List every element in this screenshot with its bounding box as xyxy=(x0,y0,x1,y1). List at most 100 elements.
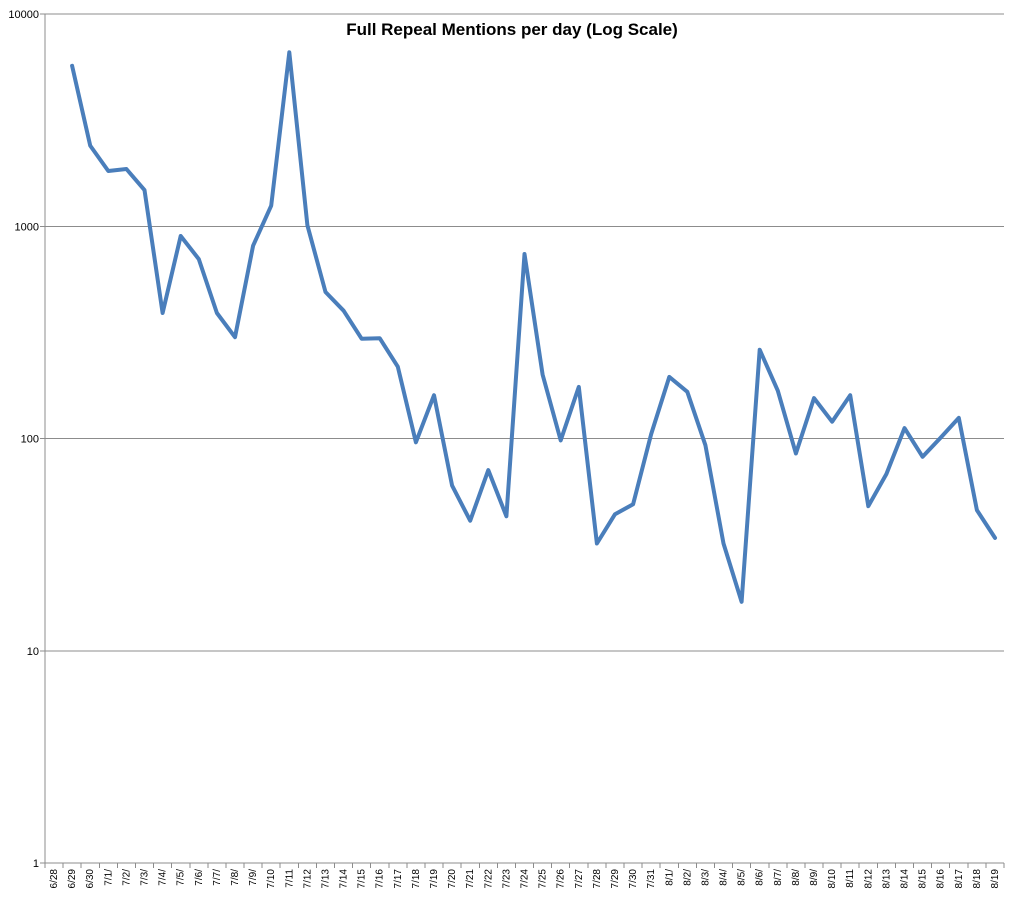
data-point xyxy=(143,188,146,192)
x-tick-label: 6/28 xyxy=(49,869,60,889)
data-point xyxy=(975,508,979,512)
data-point xyxy=(179,234,183,238)
data-point xyxy=(432,393,436,397)
data-point xyxy=(106,169,110,173)
data-point xyxy=(251,244,255,248)
gridlines xyxy=(45,13,1004,652)
x-tick-label: 8/4/ xyxy=(719,869,730,886)
x-tick-label: 7/24 xyxy=(520,869,531,889)
x-tick-label: 7/6/ xyxy=(194,869,205,886)
data-point xyxy=(613,512,617,516)
y-tick-label: 100 xyxy=(21,434,39,446)
x-tick-label: 8/3/ xyxy=(700,869,711,886)
data-point xyxy=(812,396,816,400)
x-tick-label: 7/11 xyxy=(284,869,295,888)
data-point xyxy=(541,373,545,377)
x-tick-label: 7/5/ xyxy=(176,869,187,886)
data-point xyxy=(649,432,653,436)
data-point xyxy=(903,426,906,430)
series-line-0 xyxy=(70,50,997,604)
data-point xyxy=(595,542,599,545)
data-point xyxy=(776,389,780,393)
data-point xyxy=(414,440,418,444)
x-tick-label: 8/18 xyxy=(972,869,983,889)
x-tick-label: 8/5/ xyxy=(737,869,748,886)
data-point xyxy=(378,336,382,340)
x-tick-label: 8/2/ xyxy=(682,869,693,886)
data-point xyxy=(396,365,400,369)
data-point xyxy=(830,420,834,424)
x-tick-label: 8/12 xyxy=(863,869,874,889)
data-point xyxy=(324,290,327,294)
x-tick-label: 7/13 xyxy=(320,869,331,889)
x-tick-label: 7/2/ xyxy=(121,869,132,886)
x-tick-label: 8/16 xyxy=(936,869,947,889)
x-tick-label: 7/4/ xyxy=(158,869,169,886)
x-tick-label: 7/23 xyxy=(501,869,512,889)
x-tick-label: 7/28 xyxy=(592,869,603,889)
x-tick-label: 7/1/ xyxy=(103,869,114,886)
x-tick-label: 7/27 xyxy=(574,869,585,889)
x-tick-label: 7/8/ xyxy=(230,869,241,886)
x-tick-label: 8/19 xyxy=(990,869,1001,889)
y-tick-label: 10000 xyxy=(8,9,39,21)
data-point xyxy=(360,337,364,341)
data-point xyxy=(450,484,454,488)
x-tick-label: 8/7/ xyxy=(773,869,784,886)
data-point xyxy=(486,468,490,472)
x-tick-label: 7/14 xyxy=(339,869,350,889)
x-tick-label: 7/26 xyxy=(556,869,567,889)
data-point xyxy=(758,348,762,352)
data-point xyxy=(866,504,870,508)
data-point xyxy=(921,455,925,459)
x-tick-label: 7/31 xyxy=(646,869,657,889)
y-axis-ticks: 1 10 100 1000 10000 xyxy=(8,9,45,870)
data-point xyxy=(559,438,563,442)
x-tick-label: 7/7/ xyxy=(212,869,223,886)
data-point xyxy=(884,472,888,476)
x-tick-label: 7/20 xyxy=(447,869,458,889)
data-point xyxy=(161,311,165,315)
data-point xyxy=(197,257,201,261)
data-point xyxy=(957,416,961,420)
data-point xyxy=(631,502,635,506)
data-point xyxy=(740,600,744,604)
data-point xyxy=(70,64,74,68)
x-tick-label: 8/8/ xyxy=(791,869,802,886)
x-tick-label: 7/17 xyxy=(393,869,404,889)
chart-title: Full Repeal Mentions per day (Log Scale) xyxy=(346,20,678,39)
data-point xyxy=(577,385,581,389)
data-point xyxy=(722,542,725,545)
data-point xyxy=(993,536,997,540)
data-point xyxy=(848,393,852,397)
data-point xyxy=(523,252,526,256)
x-tick-label: 7/15 xyxy=(357,869,368,889)
data-point xyxy=(88,144,92,148)
y-tick-label: 1 xyxy=(33,858,39,870)
x-tick-label: 7/30 xyxy=(628,869,639,889)
data-point xyxy=(939,436,943,440)
data-point xyxy=(794,452,798,455)
x-tick-label: 6/29 xyxy=(67,869,78,889)
x-tick-label: 6/30 xyxy=(85,869,96,889)
data-point xyxy=(233,335,237,339)
x-tick-label: 7/16 xyxy=(375,869,386,889)
x-tick-label: 7/19 xyxy=(429,869,440,889)
data-point xyxy=(468,519,472,523)
series-group xyxy=(70,50,997,604)
data-point xyxy=(287,50,291,54)
data-point xyxy=(504,514,508,518)
x-tick-label: 7/9/ xyxy=(248,869,259,886)
x-tick-label: 8/10 xyxy=(827,869,838,889)
x-tick-label: 8/6/ xyxy=(755,869,766,886)
x-tick-label: 8/14 xyxy=(899,869,910,889)
x-tick-label: 7/18 xyxy=(411,869,422,889)
data-point xyxy=(269,204,273,208)
x-tick-label: 8/11 xyxy=(845,869,856,888)
x-tick-label: 7/3/ xyxy=(140,869,151,886)
x-tick-label: 7/29 xyxy=(610,869,621,889)
x-tick-label: 8/13 xyxy=(881,869,892,889)
x-tick-label: 8/1/ xyxy=(664,869,675,886)
data-point xyxy=(342,309,346,313)
